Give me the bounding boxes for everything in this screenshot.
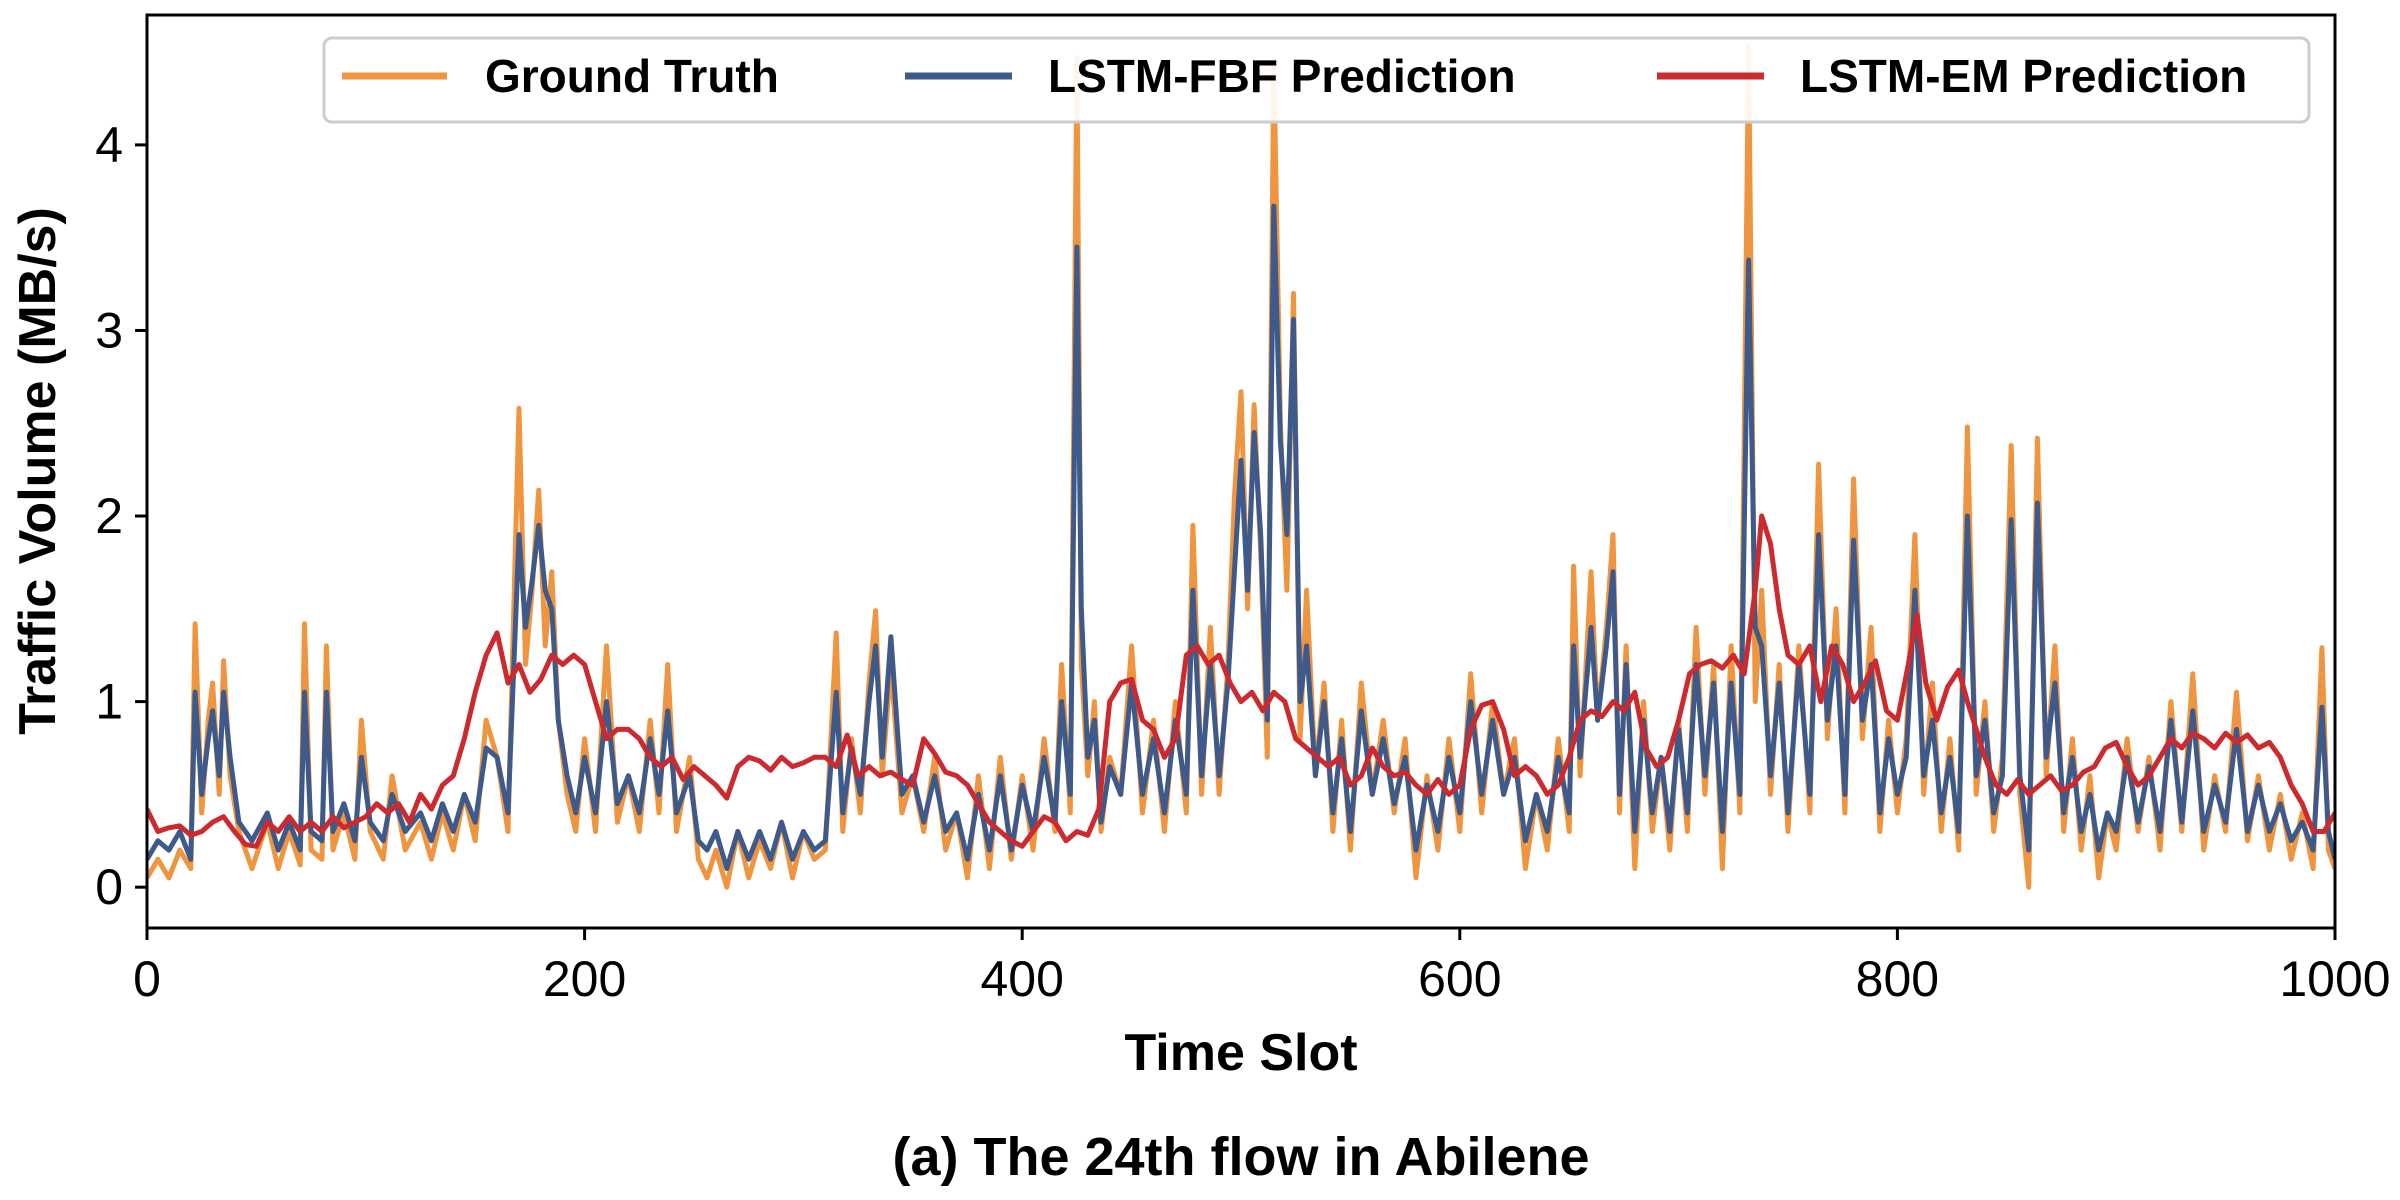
x-tick-label: 600	[1418, 951, 1501, 1007]
legend-label-ground-truth: Ground Truth	[485, 50, 779, 102]
legend-box	[322, 36, 2311, 124]
plot-area	[147, 44, 2335, 890]
y-axis: 0 1 2 3 4	[95, 117, 147, 915]
y-tick-label: 4	[95, 117, 123, 173]
x-tick-label: 400	[980, 951, 1063, 1007]
legend-label-lstm-em: LSTM-EM Prediction	[1800, 50, 2247, 102]
x-axis: 0 200 400 600 800 1000	[133, 928, 2391, 1007]
x-tick-label: 200	[543, 951, 626, 1007]
series-layer	[147, 44, 2335, 890]
legend-label-lstm-fbf: LSTM-FBF Prediction	[1048, 50, 1516, 102]
plot-frame	[145, 13, 2337, 930]
figure-caption: (a) The 24th flow in Abilene	[892, 1127, 1589, 1187]
x-tick-label: 0	[133, 951, 161, 1007]
y-axis-label: Traffic Volume (MB/s)	[9, 207, 67, 735]
y-tick-label: 2	[95, 488, 123, 544]
y-tick-label: 0	[95, 859, 123, 915]
x-tick-label: 800	[1856, 951, 1939, 1007]
x-axis-label: Time Slot	[1124, 1024, 1357, 1082]
x-tick-label: 1000	[2279, 951, 2390, 1007]
y-tick-label: 1	[95, 674, 123, 730]
series-line-lstm-em	[147, 513, 2335, 849]
series-line-lstm-fbf	[147, 203, 2335, 872]
y-tick-label: 3	[95, 302, 123, 358]
legend: Ground Truth LSTM-FBF Prediction LSTM-EM…	[322, 36, 2311, 124]
